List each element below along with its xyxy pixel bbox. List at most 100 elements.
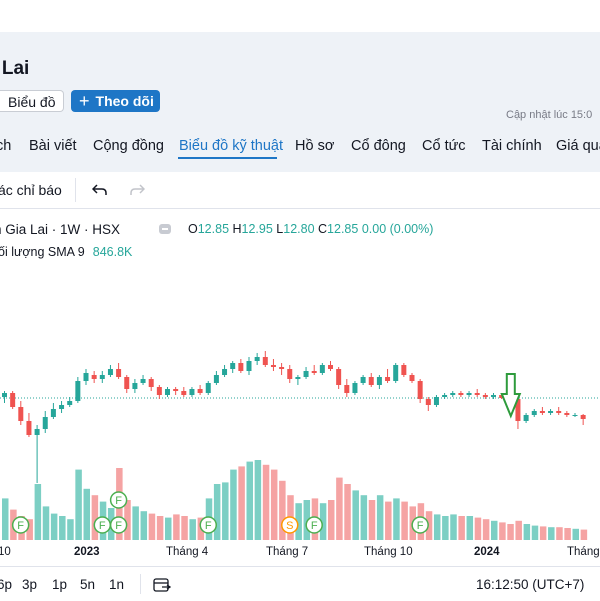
candle-body	[156, 387, 162, 395]
volume-label: ối lượng SMA 9	[0, 245, 85, 259]
volume-bar	[442, 516, 449, 540]
undo-icon[interactable]	[92, 183, 108, 197]
range-5n-button[interactable]: 5n	[80, 577, 96, 592]
volume-bar	[515, 520, 522, 540]
candle-body	[124, 377, 130, 389]
close-label: C	[318, 222, 328, 236]
volume-bar	[2, 498, 9, 540]
follow-button[interactable]: + Theo dõi	[71, 90, 160, 112]
candle-body	[222, 369, 228, 375]
candle-body	[311, 371, 317, 373]
candle-body	[360, 377, 366, 383]
clock: 16:12:50 (UTC+7)	[476, 577, 585, 592]
tab-shareholders[interactable]: Cổ đông	[351, 138, 406, 154]
candle-body	[287, 369, 293, 379]
volume-bar	[254, 460, 262, 540]
collapse-legend-button[interactable]	[159, 224, 171, 234]
range-1p-button[interactable]: 1p	[52, 577, 68, 592]
volume-bar	[181, 516, 188, 540]
volume-bar	[344, 484, 351, 540]
date-range-icon[interactable]	[153, 577, 171, 593]
candle-body	[572, 415, 578, 416]
ohlc-values: O12.85 H12.95 L12.80 C12.85 0.00 (0.00%)	[188, 222, 433, 236]
candle-body	[466, 393, 472, 395]
tab-overview[interactable]: ch	[0, 138, 12, 154]
bottom-bar-divider	[140, 574, 141, 594]
volume-bar	[91, 495, 99, 540]
volume-bar	[368, 500, 376, 540]
candle-body	[385, 377, 391, 381]
volume-bar	[148, 513, 156, 540]
candle-body	[26, 421, 32, 435]
time-label: Tháng 4	[166, 546, 209, 558]
indicators-button[interactable]: ác chỉ báo	[0, 182, 62, 198]
follow-label: Theo dõi	[95, 93, 154, 109]
volume-bar	[393, 498, 400, 540]
tab-profile[interactable]: Hồ sơ	[295, 138, 335, 154]
volume-bar	[140, 511, 148, 540]
candle-body	[376, 377, 382, 385]
candle-body	[197, 389, 203, 393]
tab-price-history[interactable]: Giá qua	[556, 138, 600, 154]
candle-body	[556, 411, 562, 413]
candle-body	[205, 383, 211, 393]
tab-dividends[interactable]: Cổ tức	[422, 138, 466, 154]
candle-body	[270, 365, 276, 367]
candle-body	[148, 379, 154, 387]
event-marker-label: F	[115, 495, 122, 507]
tab-community[interactable]: Cộng đồng	[93, 138, 164, 154]
volume-bar	[75, 469, 82, 540]
volume-bar	[59, 516, 66, 540]
candle-body	[499, 395, 505, 398]
event-marker	[411, 516, 429, 534]
candle-body	[230, 363, 236, 369]
candle-body	[409, 375, 415, 381]
candle-body	[539, 411, 545, 413]
volume-bar	[213, 484, 221, 540]
time-label: 2023	[74, 546, 100, 558]
volume-bar	[572, 528, 579, 540]
candle-body	[75, 381, 81, 401]
chart-toolbar	[0, 172, 600, 209]
close-value: 12.85	[327, 222, 359, 236]
volume-bar	[156, 516, 164, 540]
volume-bar	[523, 524, 531, 540]
event-marker	[109, 516, 128, 534]
candle-body	[189, 389, 195, 395]
redo-icon[interactable]	[129, 183, 145, 197]
tab-technical-chart[interactable]: Biểu đồ kỹ thuật	[179, 138, 283, 154]
range-6p-button[interactable]: 6p	[0, 577, 13, 592]
toolbar-divider	[75, 178, 76, 202]
volume-bar	[222, 482, 229, 540]
range-3p-button[interactable]: 3p	[22, 577, 38, 592]
open-value: 12.85	[197, 222, 230, 236]
down-arrow-annotation	[500, 373, 522, 419]
volume-bar	[124, 500, 131, 540]
volume-bar	[474, 517, 482, 540]
volume-bar	[425, 511, 433, 540]
volume-bar	[556, 527, 563, 540]
plus-icon: +	[79, 91, 90, 111]
volume-bar	[564, 528, 571, 540]
volume-bar	[303, 500, 311, 540]
tab-articles[interactable]: Bài viết	[29, 138, 77, 154]
candle-body	[116, 369, 122, 377]
volume-legend: ối lượng SMA 9 846.8K	[0, 245, 132, 259]
volume-bar	[26, 519, 33, 540]
tab-financials[interactable]: Tài chính	[482, 138, 542, 154]
candle-body	[319, 365, 325, 373]
chart-button[interactable]: Biểu đồ	[0, 90, 65, 112]
candle-body	[450, 393, 456, 395]
volume-bar	[67, 519, 74, 540]
time-label: Tháng 7	[266, 546, 309, 558]
open-label: O	[188, 222, 198, 236]
range-1n-button[interactable]: 1n	[109, 577, 125, 592]
candle-body	[67, 401, 73, 405]
time-label: 10	[0, 546, 11, 558]
price-chart[interactable]: F FFF F S F F	[0, 270, 600, 542]
event-marker-label: F	[99, 520, 106, 532]
volume-bar	[42, 506, 50, 540]
candle-body	[99, 375, 105, 379]
candle-body	[531, 411, 537, 415]
event-marker-label: F	[205, 520, 212, 532]
